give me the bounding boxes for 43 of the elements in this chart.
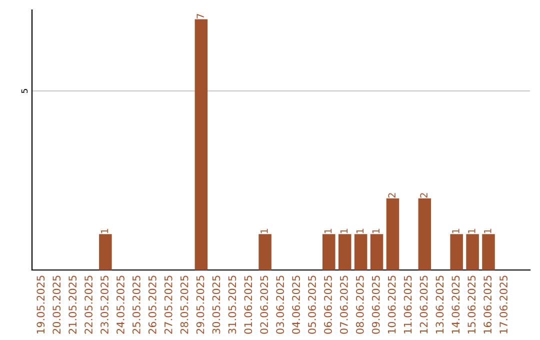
data-label: 2 <box>388 193 396 198</box>
y-tick-label: 5 <box>21 89 28 93</box>
data-label: 1 <box>468 228 476 234</box>
x-tick-label: 10.06.2025 <box>388 276 396 334</box>
x-tick-label: 20.05.2025 <box>52 276 61 334</box>
x-tick-label: 03.06.2025 <box>276 276 284 334</box>
x-tick-label: 22.05.2025 <box>84 276 92 334</box>
x-tick-label: 09.06.2025 <box>372 276 380 334</box>
x-tick-label: 02.06.2025 <box>260 276 268 334</box>
x-tick-label: 26.05.2025 <box>148 276 156 334</box>
x-tick-label: 23.05.2025 <box>100 276 108 334</box>
x-tick-label: 11.06.2025 <box>404 276 412 334</box>
x-tick-label: 28.05.2025 <box>180 276 188 334</box>
data-label: 1 <box>101 228 108 234</box>
x-tick-label: 13.06.2025 <box>436 276 444 334</box>
x-tick-label: 25.05.2025 <box>132 276 140 334</box>
data-label: 1 <box>260 228 268 234</box>
x-tick-label: 04.06.2025 <box>292 276 300 334</box>
x-tick-label: 29.05.2025 <box>196 276 204 334</box>
x-tick-label: 12.06.2025 <box>420 276 428 334</box>
x-tick-label: 08.06.2025 <box>356 276 364 334</box>
x-tick-label: 16.06.2025 <box>484 276 492 334</box>
data-label: 1 <box>340 228 348 234</box>
x-tick-label: 15.06.2025 <box>468 276 476 334</box>
x-tick-label: 21.05.2025 <box>68 276 77 334</box>
data-label: 1 <box>372 228 380 234</box>
x-tick-label: 24.05.2025 <box>116 276 124 334</box>
x-tick-label: 14.06.2025 <box>452 276 460 334</box>
x-tick-label: 19.05.2025 <box>36 276 45 334</box>
data-label: 2 <box>420 193 428 198</box>
data-label: 1 <box>452 228 460 234</box>
x-tick-label: 01.06.2025 <box>244 276 252 334</box>
x-tick-label: 05.06.2025 <box>308 276 316 334</box>
data-label: 1 <box>356 228 364 234</box>
x-tick-label: 27.05.2025 <box>164 276 172 334</box>
x-tick-label: 30.05.2025 <box>212 276 220 334</box>
x-tick-label: 17.06.2025 <box>500 276 508 334</box>
x-tick-label: 07.06.2025 <box>340 276 348 334</box>
data-label: 1 <box>484 228 492 234</box>
data-label: 7 <box>196 14 204 19</box>
x-tick-label: 06.06.2025 <box>324 276 332 334</box>
data-label: 1 <box>324 228 332 234</box>
x-tick-label: 31.05.2025 <box>228 276 236 334</box>
